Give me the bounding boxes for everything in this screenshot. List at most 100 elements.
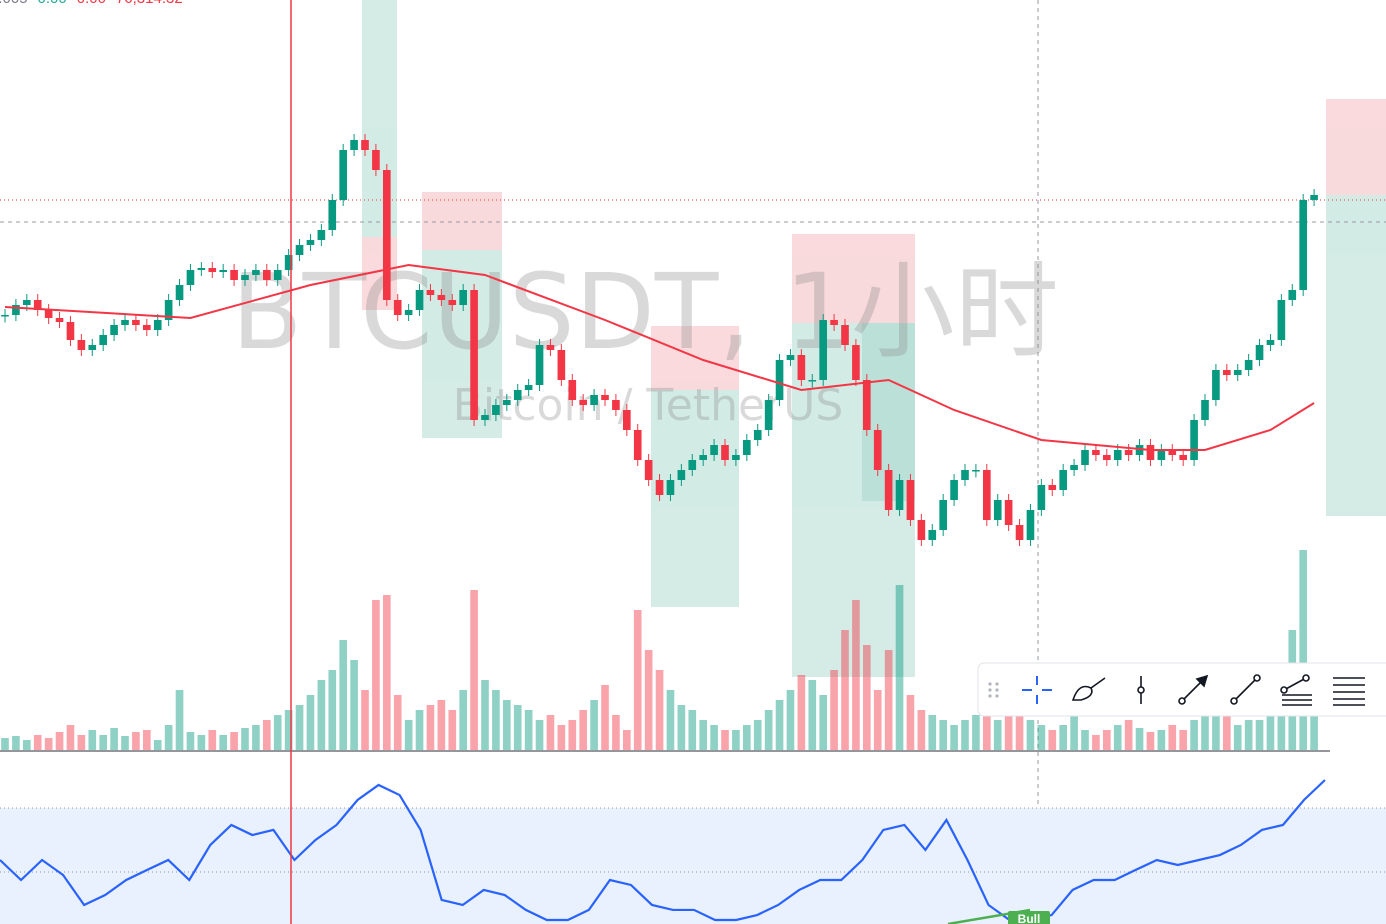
candle-body bbox=[1223, 370, 1231, 375]
volume-bar bbox=[383, 595, 391, 750]
candle-body bbox=[175, 285, 184, 300]
short-stop bbox=[792, 234, 915, 323]
crosshair-tool[interactable] bbox=[1022, 676, 1052, 704]
candle-body bbox=[23, 300, 31, 305]
candle-body bbox=[721, 445, 729, 460]
volume-bar bbox=[1037, 725, 1046, 750]
volume-bar bbox=[972, 715, 980, 750]
vline-tool[interactable] bbox=[1137, 676, 1145, 704]
candle-body bbox=[393, 300, 402, 315]
candle-body bbox=[1179, 455, 1187, 460]
volume-bar bbox=[797, 675, 806, 750]
candle-body bbox=[513, 390, 522, 400]
candle-body bbox=[1, 315, 9, 317]
volume-bar bbox=[44, 738, 53, 750]
candle-body bbox=[492, 405, 500, 415]
toolbar-bg bbox=[977, 662, 1386, 717]
candle-body bbox=[753, 430, 762, 440]
candle-body bbox=[66, 322, 75, 340]
volume-bar bbox=[77, 735, 86, 750]
candle-body bbox=[273, 270, 282, 280]
candle-body bbox=[241, 275, 249, 280]
fib-tool[interactable] bbox=[1280, 674, 1312, 706]
volume-bar bbox=[1179, 730, 1187, 750]
candle-body bbox=[219, 270, 227, 272]
volume-bar bbox=[1266, 715, 1275, 750]
candle-body bbox=[546, 345, 555, 350]
candle-body bbox=[1124, 450, 1133, 455]
short-stop bbox=[651, 326, 739, 390]
candle-body bbox=[77, 340, 86, 350]
volume-bar bbox=[928, 715, 937, 750]
volume-bar bbox=[884, 650, 893, 750]
lines-tool[interactable] bbox=[1333, 677, 1365, 706]
volume-bar bbox=[426, 705, 435, 750]
volume-bar bbox=[470, 590, 478, 750]
candle-body bbox=[1168, 450, 1177, 455]
candle-body bbox=[503, 400, 511, 405]
trendline-tool[interactable] bbox=[1230, 674, 1261, 705]
volume-bar bbox=[99, 735, 107, 750]
volume-bar bbox=[677, 705, 686, 750]
candle-body bbox=[350, 140, 358, 150]
volume-bar bbox=[524, 710, 533, 750]
candle-body bbox=[983, 470, 991, 520]
candle-body bbox=[1201, 400, 1209, 420]
volume-bar bbox=[579, 710, 587, 750]
volume-bar bbox=[1168, 725, 1177, 750]
candle-body bbox=[284, 255, 293, 270]
volume-bar bbox=[1, 738, 9, 750]
volume-bar bbox=[186, 732, 195, 750]
candle-body bbox=[164, 300, 173, 320]
candle-body bbox=[590, 395, 598, 405]
candle-body bbox=[415, 290, 424, 310]
candle-body bbox=[317, 230, 326, 240]
candle-body bbox=[110, 325, 118, 335]
candle-body bbox=[1212, 370, 1220, 400]
candle-body bbox=[568, 380, 577, 400]
candle-body bbox=[633, 430, 642, 460]
candle-body bbox=[448, 300, 457, 305]
moving-average bbox=[4, 263, 1315, 451]
volume-bar bbox=[1103, 730, 1111, 750]
volume-bar bbox=[917, 710, 926, 750]
candle-body bbox=[557, 350, 566, 380]
watermark: BTCUSDT, 1小时 bbox=[231, 251, 1058, 373]
volume-bar bbox=[1299, 550, 1307, 750]
volume-bar bbox=[786, 690, 795, 750]
candle-body bbox=[873, 430, 882, 470]
brush-tool[interactable] bbox=[1071, 677, 1106, 701]
volume-bar bbox=[852, 600, 860, 750]
volume-bar bbox=[546, 715, 555, 750]
candle-body bbox=[1026, 510, 1035, 540]
candle-body bbox=[339, 150, 347, 200]
volume-bar bbox=[950, 725, 958, 750]
bull-label-box bbox=[1008, 911, 1050, 924]
candle-body bbox=[786, 355, 795, 360]
candle-body bbox=[1103, 455, 1111, 460]
candle-body bbox=[666, 480, 675, 495]
volume-bar bbox=[513, 705, 522, 750]
volume-bar bbox=[688, 710, 697, 750]
volume-bar bbox=[1212, 700, 1220, 750]
candle-body bbox=[1288, 290, 1297, 300]
arrow-tool[interactable] bbox=[1178, 674, 1209, 705]
candle-body bbox=[895, 480, 904, 510]
candle-body bbox=[153, 320, 162, 330]
volume-bar bbox=[655, 670, 664, 750]
rsi-line bbox=[0, 779, 1326, 922]
volume-bar bbox=[121, 736, 129, 750]
volume-bar bbox=[372, 600, 380, 750]
candle-body bbox=[208, 268, 217, 272]
volume-bar bbox=[153, 740, 162, 750]
candle-body bbox=[961, 470, 969, 480]
watermark-subtitle: Bitcoin / TetherUS bbox=[453, 380, 844, 431]
volume-bar bbox=[175, 690, 184, 750]
volume-bar bbox=[699, 720, 707, 750]
volume-bar bbox=[590, 700, 598, 750]
candle-body bbox=[579, 400, 587, 405]
volume-bar bbox=[328, 670, 337, 750]
candle-body bbox=[950, 480, 958, 500]
candle-body bbox=[1244, 360, 1253, 370]
